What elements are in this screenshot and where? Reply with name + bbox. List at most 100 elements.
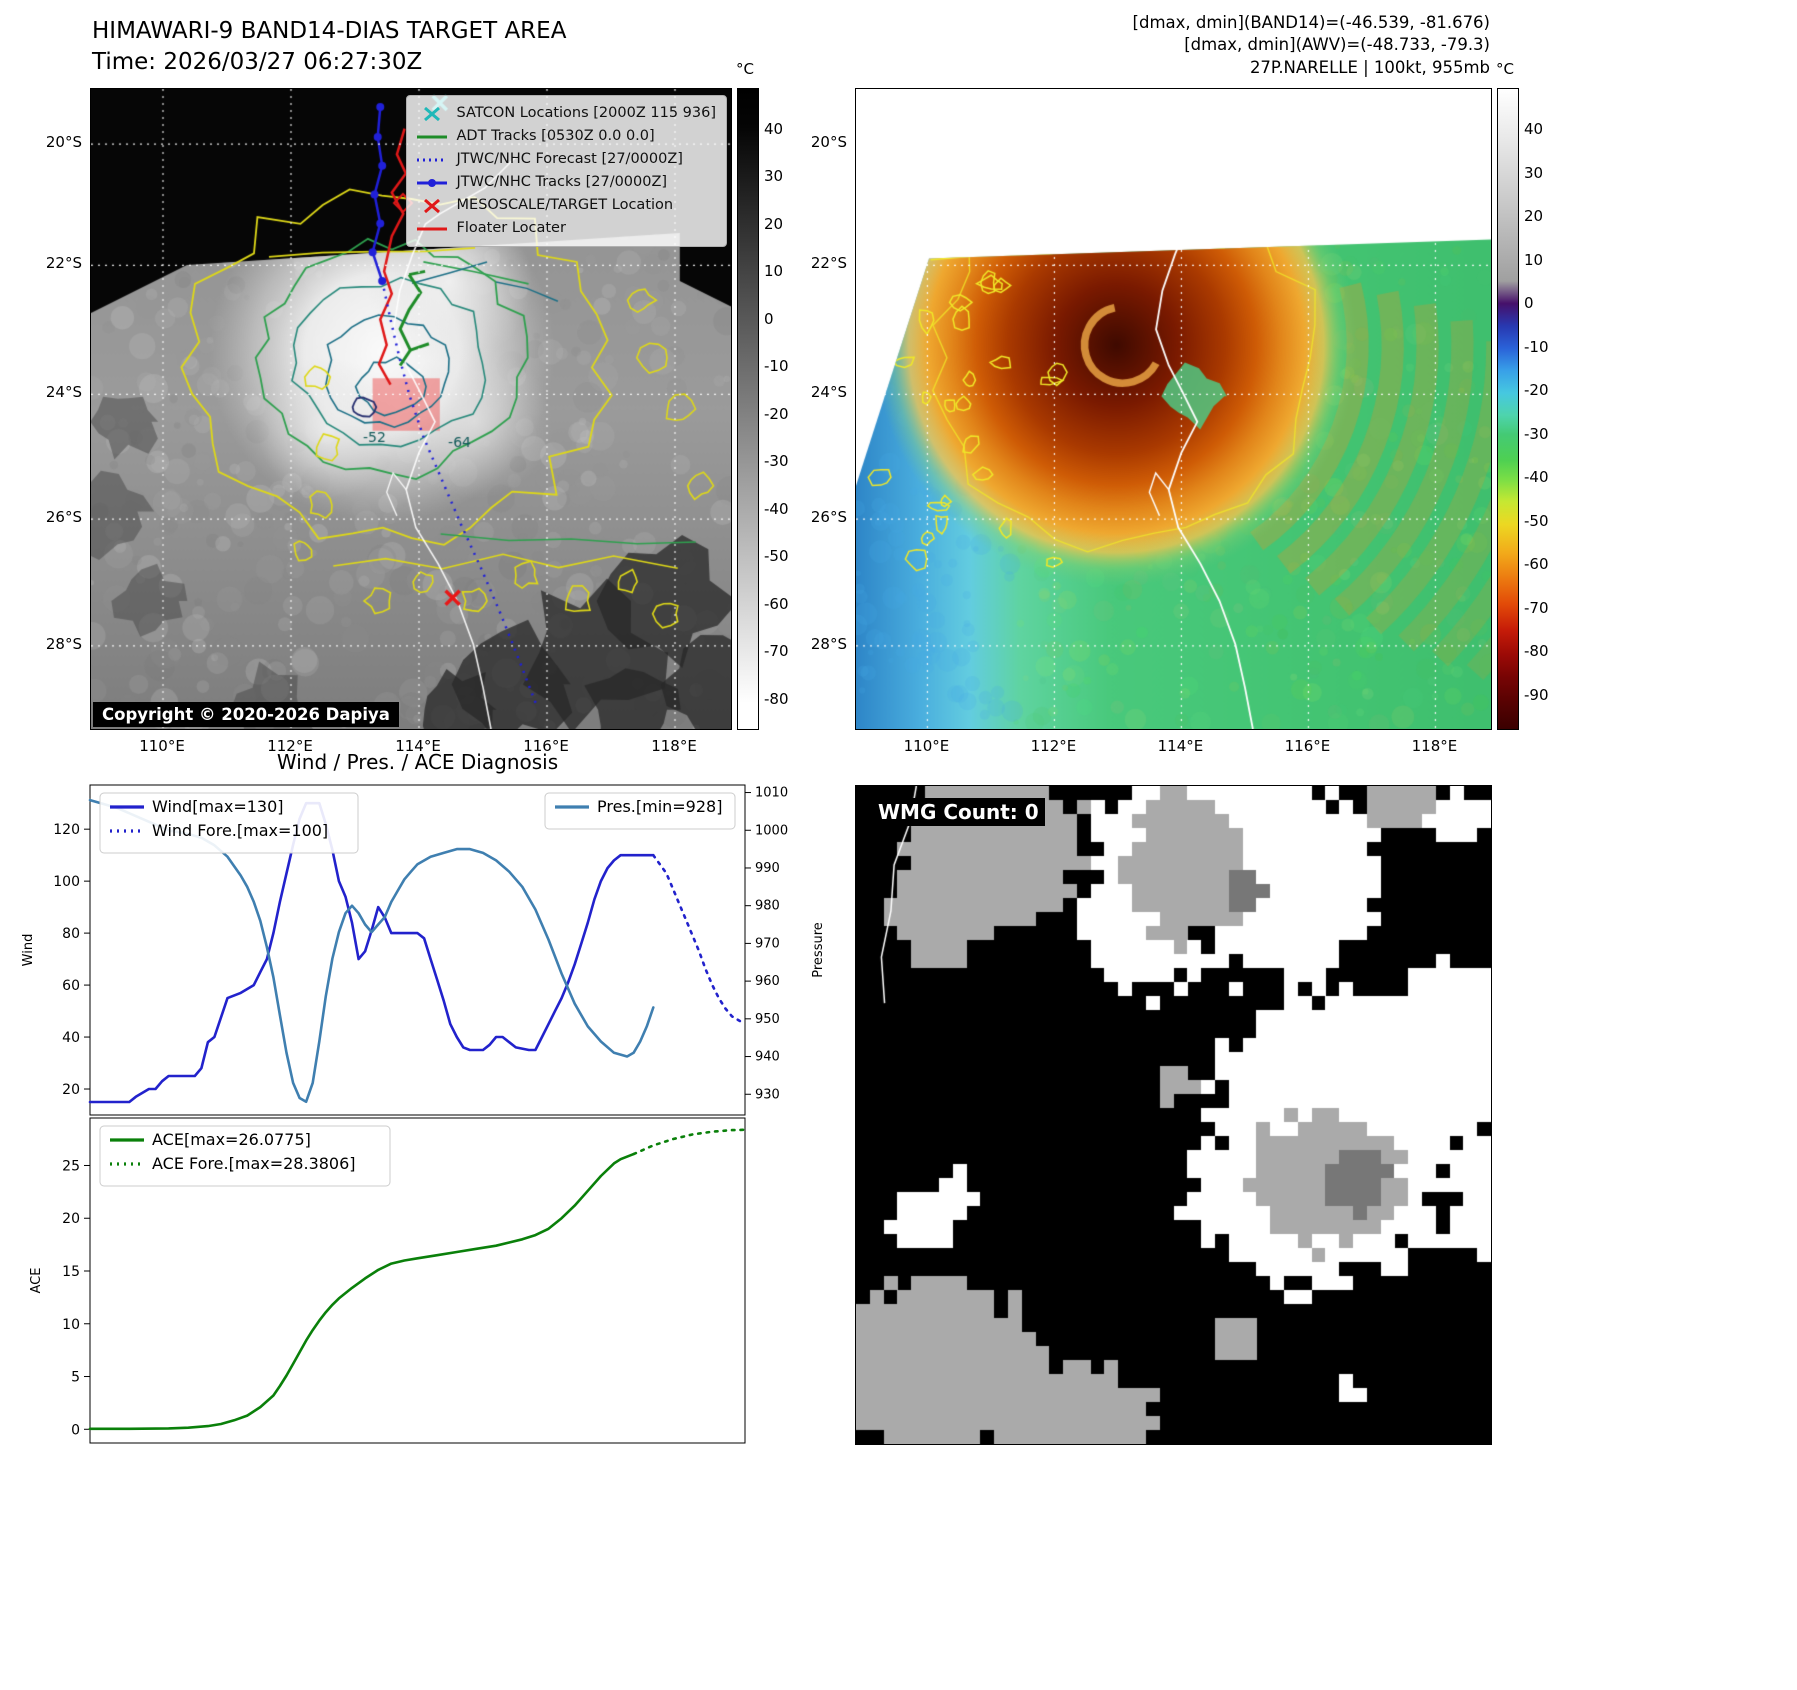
awv-header-line3: 27P.NARELLE | 100kt, 955mb xyxy=(1249,57,1490,77)
legend-item-label: JTWC/NHC Tracks [27/0000Z] xyxy=(456,174,668,191)
awv-colorbar-tick: 10 xyxy=(1524,250,1544,269)
wind-axis-label: Wind xyxy=(21,934,36,967)
awv-ytick: 22°S xyxy=(810,254,847,273)
awv-colorbar xyxy=(1497,88,1519,730)
awv-header-line1: [dmax, dmin](BAND14)=(-46.539, -81.676) xyxy=(1132,13,1490,32)
chart-legend-label: Wind Fore.[max=100] xyxy=(152,821,328,840)
band14-colorbar-tick: -30 xyxy=(764,452,789,471)
pressure-tick-label: 960 xyxy=(755,974,780,989)
wmg-map-canvas xyxy=(856,786,1491,1444)
pressure-axis-label: Pressure xyxy=(811,922,826,978)
y-tick-label: 100 xyxy=(53,874,80,890)
awv-xtick: 118°E xyxy=(1411,737,1458,755)
chart-legend-label: Wind[max=130] xyxy=(152,797,284,816)
line-marker-icon xyxy=(416,227,447,231)
awv-colorbar-tick: -60 xyxy=(1524,555,1549,574)
band14-ytick: 24°S xyxy=(45,383,82,402)
legend-item-floater: Floater Locater xyxy=(415,218,716,239)
ace-legend xyxy=(99,1125,391,1187)
band14-map-panel: SATCON Locations [2000Z 115 936] ADT Trac… xyxy=(90,88,732,730)
legend-item-jtwc-tracks: JTWC/NHC Tracks [27/0000Z] xyxy=(415,172,716,193)
awv-colorbar-tick: -80 xyxy=(1524,642,1549,661)
pressure-tick-label: 1010 xyxy=(755,786,788,801)
diagnosis-title: Wind / Pres. / ACE Diagnosis xyxy=(276,750,559,774)
pressure-tick-label: 980 xyxy=(755,899,780,914)
awv-colorbar-tick: 30 xyxy=(1524,163,1544,182)
y-tick-label: 20 xyxy=(62,1082,80,1098)
legend-item-adt: ADT Tracks [0530Z 0.0 0.0] xyxy=(415,126,716,147)
y-tick-label: 5 xyxy=(71,1370,80,1386)
legend-item-label: ADT Tracks [0530Z 0.0 0.0] xyxy=(456,128,655,145)
band14-colorbar-tick: -60 xyxy=(764,594,789,613)
legend-item-label: JTWC/NHC Forecast [27/0000Z] xyxy=(456,151,683,168)
dotted-marker-icon xyxy=(416,158,447,162)
awv-xtick: 116°E xyxy=(1284,737,1331,755)
ace-series-line xyxy=(88,1152,635,1431)
band14-title: HIMAWARI-9 BAND14-DIAS TARGET AREA xyxy=(92,18,567,44)
wmg-panel: WMG Count: 0 xyxy=(855,785,1492,1445)
legend-item-jtwc-forecast: JTWC/NHC Forecast [27/0000Z] xyxy=(415,149,716,170)
awv-colorbar-tick: -50 xyxy=(1524,511,1549,530)
awv-colorbar-tick: -20 xyxy=(1524,381,1549,400)
copyright-label: Copyright © 2020-2026 Dapiya xyxy=(93,702,399,727)
band14-colorbar-tick: -50 xyxy=(764,547,789,566)
awv-xtick: 110°E xyxy=(903,737,950,755)
band14-xtick: 112°E xyxy=(267,737,313,755)
band14-colorbar-tick: 10 xyxy=(764,262,784,281)
awv-colorbar-tick: -40 xyxy=(1524,468,1549,487)
y-tick-label: 10 xyxy=(62,1317,80,1333)
y-tick-label: 60 xyxy=(62,978,80,994)
y-tick-label: 15 xyxy=(62,1264,80,1280)
band14-ytick: 20°S xyxy=(45,133,82,152)
awv-xtick: 114°E xyxy=(1157,737,1204,755)
pressure-legend xyxy=(544,792,736,830)
band14-ytick: 28°S xyxy=(45,634,82,653)
band14-colorbar-tick: -40 xyxy=(764,499,789,518)
band14-title-block: HIMAWARI-9 BAND14-DIAS TARGET AREA Time:… xyxy=(92,16,566,78)
chart-legend-label: Pres.[min=928] xyxy=(597,797,722,816)
band14-ytick: 26°S xyxy=(45,508,82,527)
band14-ytick: 22°S xyxy=(45,254,82,273)
pressure-tick-label: 970 xyxy=(755,936,780,951)
x-marker-icon xyxy=(423,106,440,121)
legend-item-mesoscale: MESOSCALE/TARGET Location xyxy=(415,195,716,216)
awv-colorbar-tick: -10 xyxy=(1524,337,1549,356)
pressure-tick-label: 1000 xyxy=(755,823,788,838)
legend-item-label: MESOSCALE/TARGET Location xyxy=(456,197,674,214)
y-tick-label: 20 xyxy=(62,1211,80,1227)
band14-colorbar-tick: 40 xyxy=(764,119,784,138)
awv-colorbar-tick: -70 xyxy=(1524,598,1549,617)
band14-xtick: 114°E xyxy=(395,737,441,755)
band14-colorbar-tick: -20 xyxy=(764,404,789,423)
band14-colorbar-tick: -10 xyxy=(764,357,789,376)
pressure-series-line xyxy=(88,798,655,1104)
awv-header: [dmax, dmin](BAND14)=(-46.539, -81.676) … xyxy=(855,12,1490,79)
band14-xtick: 116°E xyxy=(523,737,569,755)
chart-legend-label: ACE Fore.[max=28.3806] xyxy=(152,1154,356,1173)
awv-map-canvas xyxy=(856,89,1491,729)
line-marker-icon xyxy=(416,135,447,139)
band14-colorbar-tick: -80 xyxy=(764,689,789,708)
y-tick-label: 40 xyxy=(62,1030,80,1046)
line-dot-marker-icon xyxy=(416,178,447,187)
awv-header-line2: [dmax, dmin](AWV)=(-48.733, -79.3) xyxy=(1184,35,1490,55)
awv-map-panel xyxy=(855,88,1492,730)
band14-colorbar-unit: °C xyxy=(736,60,754,78)
band14-colorbar-tick: -70 xyxy=(764,642,789,661)
band14-legend: SATCON Locations [2000Z 115 936] ADT Trac… xyxy=(405,95,727,248)
band14-xtick: 118°E xyxy=(651,737,697,755)
x-marker-icon xyxy=(423,198,440,213)
awv-colorbar-tick: 40 xyxy=(1524,119,1544,138)
awv-ytick: 28°S xyxy=(810,634,847,653)
ace-forecast-series-line xyxy=(632,1128,747,1156)
y-tick-label: 120 xyxy=(53,822,80,838)
legend-item-label: SATCON Locations [2000Z 115 936] xyxy=(456,105,716,121)
wind-legend xyxy=(99,792,359,854)
diagnosis-charts: 2040608010012093094095096097098099010001… xyxy=(21,784,826,1444)
legend-item-satcon: SATCON Locations [2000Z 115 936] xyxy=(415,103,716,124)
pressure-tick-label: 940 xyxy=(755,1050,780,1065)
y-tick-label: 80 xyxy=(62,926,80,942)
y-tick-label: 25 xyxy=(62,1158,80,1174)
pressure-tick-label: 990 xyxy=(755,861,780,876)
